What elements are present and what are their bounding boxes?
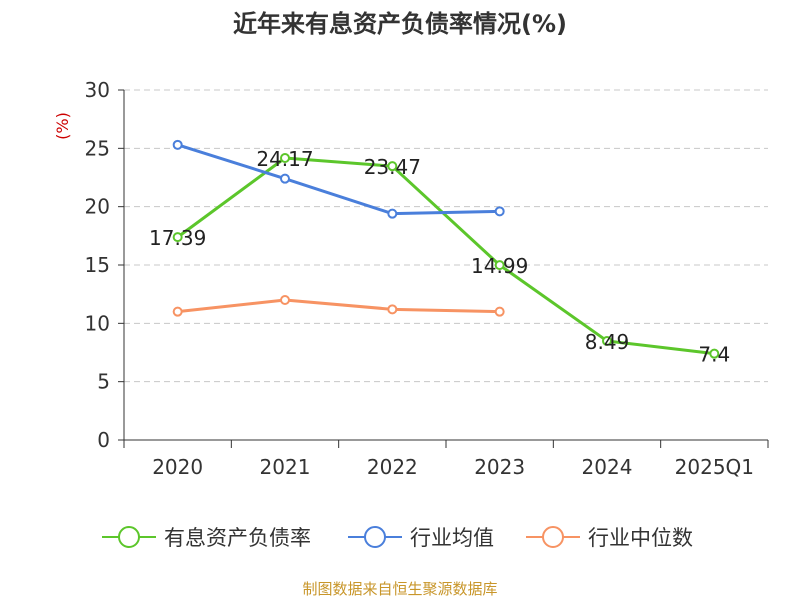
grid-layer bbox=[124, 89, 768, 383]
y-tick-label: 5 bbox=[97, 370, 110, 394]
series-point bbox=[172, 306, 183, 317]
axis-layer: 0 5 10 15 20 25 30 2020 2021 2022 2023 2024 2025Q1 (%… bbox=[53, 78, 769, 479]
series-point bbox=[172, 232, 183, 243]
series-line bbox=[177, 143, 500, 216]
legend-label: 有息资产负债率 bbox=[164, 526, 311, 550]
legend-marker-icon bbox=[542, 526, 564, 548]
x-tick-label: 2021 bbox=[260, 455, 311, 479]
series-point bbox=[280, 173, 290, 184]
x-tick-label: 2023 bbox=[474, 455, 525, 479]
series-line bbox=[176, 156, 715, 356]
series-point bbox=[280, 295, 290, 305]
chart-title: 近年来有息资产负债率情况(%) bbox=[233, 10, 567, 38]
y-tick-label: 10 bbox=[85, 311, 110, 335]
series-point bbox=[709, 348, 720, 359]
legend-item[interactable]: 行业均值 bbox=[348, 526, 494, 550]
data-label: 14.99 bbox=[471, 254, 528, 278]
series-point bbox=[172, 139, 183, 150]
legend-item[interactable]: 行业中位数 bbox=[526, 526, 693, 550]
legend-marker-icon bbox=[118, 526, 140, 548]
series-point bbox=[602, 335, 612, 346]
x-tick-label: 2025Q1 bbox=[675, 455, 754, 479]
y-tick-label: 30 bbox=[85, 78, 110, 102]
y-tick-label: 20 bbox=[85, 195, 110, 219]
series-point bbox=[494, 260, 505, 271]
data-label: 8.49 bbox=[585, 330, 630, 354]
x-tick-label: 2020 bbox=[152, 455, 203, 479]
data-label: 7.4 bbox=[698, 343, 730, 367]
series-point bbox=[387, 208, 398, 219]
x-tick-label: 2022 bbox=[367, 455, 418, 479]
series-point bbox=[387, 304, 398, 315]
legend-label: 行业均值 bbox=[410, 526, 494, 550]
y-axis-label: (%) bbox=[53, 112, 72, 140]
legend-label: 行业中位数 bbox=[588, 526, 693, 550]
data-label: 23.47 bbox=[364, 155, 421, 179]
legend-item[interactable]: 有息资产负债率 bbox=[102, 526, 311, 550]
series-layer bbox=[172, 139, 720, 359]
y-tick-label: 25 bbox=[85, 136, 110, 160]
series-point bbox=[387, 161, 398, 172]
legend[interactable]: 有息资产负债率 行业均值 行业中位数 bbox=[102, 526, 693, 550]
series-point bbox=[494, 306, 505, 317]
data-label: 17.39 bbox=[149, 226, 206, 250]
series-line bbox=[177, 298, 500, 314]
data-label: 24.17 bbox=[256, 147, 313, 171]
legend-marker-icon bbox=[364, 526, 386, 548]
x-tick-label: 2024 bbox=[582, 455, 633, 479]
y-tick-label: 0 bbox=[97, 428, 110, 452]
source-note: 制图数据来自恒生聚源数据库 bbox=[302, 580, 498, 598]
series-point bbox=[494, 206, 505, 217]
data-label-layer: 17.39 24.17 23.47 14.99 8.49 7.4 bbox=[149, 147, 730, 367]
y-tick-label: 15 bbox=[85, 253, 110, 277]
series-point bbox=[280, 153, 290, 164]
